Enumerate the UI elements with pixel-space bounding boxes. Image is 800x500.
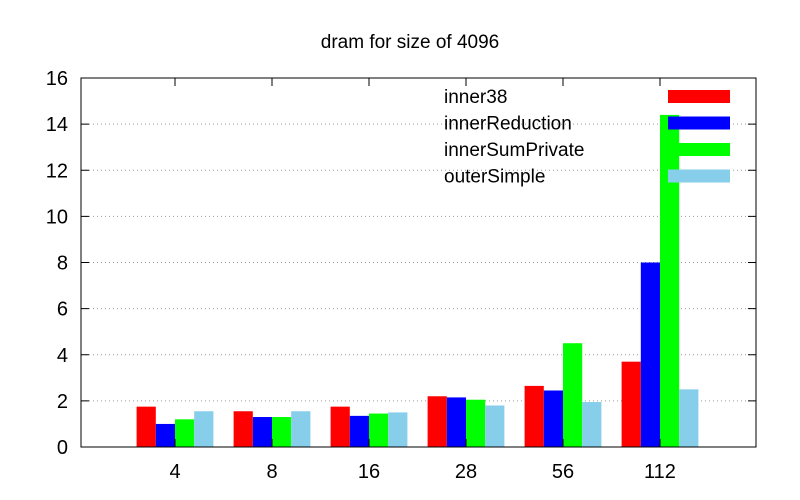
bar-outersimple (291, 411, 311, 447)
bar-innersumprivate (466, 399, 486, 447)
y-tick-label: 10 (46, 206, 68, 228)
bar-innersumprivate (369, 413, 389, 447)
bar-outersimple (582, 402, 602, 447)
bar-innerreduction (155, 423, 175, 447)
legend-swatch (668, 116, 730, 130)
y-tick-label: 14 (46, 114, 68, 136)
legend-label: innerReduction (444, 114, 572, 135)
axes-layer: 0 2 4 6 8 10 12 14 16 4 8 16 28 56 112 (46, 68, 756, 483)
y-tick-label: 4 (57, 345, 68, 367)
bars-layer (136, 114, 699, 448)
bar-innersumprivate (563, 343, 583, 447)
x-tick-label: 16 (358, 461, 380, 483)
bar-innerreduction (543, 390, 563, 447)
x-tick-label: 112 (644, 461, 676, 483)
legend: inner38 innerReduction innerSumPrivate oute… (444, 87, 730, 188)
grid-layer (81, 123, 756, 402)
y-tick-label: 12 (46, 160, 68, 182)
legend-swatch (668, 143, 730, 156)
bar-outersimple (194, 411, 214, 447)
x-tick-label: 8 (266, 461, 277, 483)
bar-innerreduction (446, 397, 466, 447)
bar-outersimple (388, 412, 408, 447)
bar-inner38 (621, 361, 641, 447)
bar-outersimple (679, 389, 699, 447)
legend-label: outerSimple (444, 167, 545, 188)
bar-innerreduction (349, 415, 369, 447)
y-tick-label: 16 (46, 68, 68, 90)
legend-swatch (668, 90, 730, 103)
bar-inner38 (330, 406, 350, 447)
y-tick-label: 2 (57, 391, 68, 413)
bar-innersumprivate (660, 114, 680, 448)
bar-inner38 (233, 411, 253, 447)
chart-title: dram for size of 4096 (321, 32, 499, 53)
bar-innersumprivate (175, 419, 195, 447)
bar-inner38 (524, 385, 544, 447)
bar-inner38 (427, 396, 447, 447)
legend-label: innerSumPrivate (444, 140, 584, 161)
y-tick-label: 8 (57, 253, 68, 275)
bar-innersumprivate (272, 417, 292, 447)
y-tick-label: 6 (57, 299, 68, 321)
x-tick-label: 28 (455, 461, 477, 483)
legend-swatch (668, 169, 730, 183)
x-tick-label: 56 (552, 461, 574, 483)
legend-label: inner38 (444, 87, 507, 108)
bar-innerreduction (252, 417, 272, 447)
bar-outersimple (485, 405, 505, 447)
x-tick-label: 4 (169, 461, 180, 483)
bar-innerreduction (640, 262, 660, 447)
y-tick-label: 0 (57, 437, 68, 459)
bar-inner38 (136, 406, 156, 447)
